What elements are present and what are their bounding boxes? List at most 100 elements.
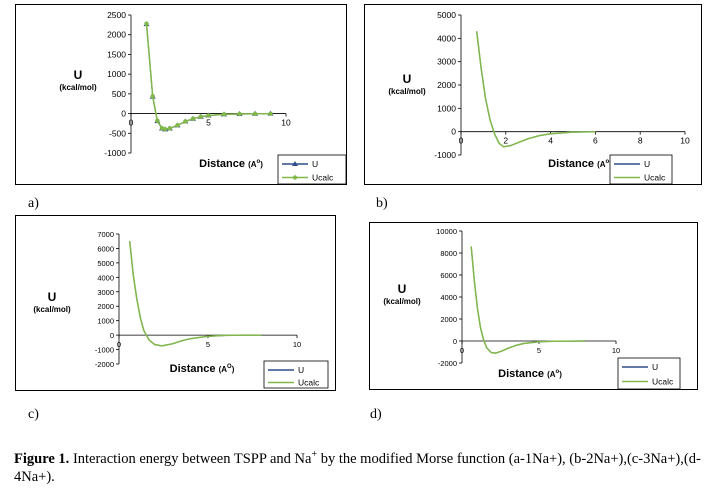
y-tick-label: -1000 bbox=[104, 148, 126, 158]
legend-marker-ucalc bbox=[292, 175, 298, 180]
y-tick-label: -2000 bbox=[438, 359, 457, 368]
y-tick-label: 0 bbox=[453, 337, 457, 346]
y-axis-label: U bbox=[48, 290, 57, 304]
data-point-ucalc bbox=[268, 111, 273, 116]
chart-panel-b: 5000 4000 3000 2000 1000 0 -1000 0 2 4 6 8 10 U (kcal/… bbox=[364, 4, 702, 185]
y-tick-label: 1000 bbox=[107, 69, 126, 79]
y-axis-unit-label: (kcal/mol) bbox=[33, 305, 71, 314]
legend-label-u: U bbox=[298, 365, 304, 375]
y-tick-label: 3000 bbox=[97, 288, 114, 297]
y-tick-label: 1000 bbox=[437, 103, 456, 113]
data-point-ucalc bbox=[221, 112, 227, 117]
y-tick-label: -1000 bbox=[95, 346, 114, 355]
x-tick-label: 10 bbox=[680, 136, 690, 146]
x-tick-label: 0 bbox=[129, 118, 134, 128]
x-tick-label: 0 bbox=[460, 346, 464, 355]
y-axis-unit-label: (kcal/mol) bbox=[383, 297, 421, 306]
y-tick-label: 1500 bbox=[107, 49, 126, 59]
series-line-ucalc bbox=[470, 246, 586, 354]
y-tick-label: 7000 bbox=[97, 230, 114, 239]
legend-label-ucalc: Ucalc bbox=[644, 173, 666, 183]
data-point-ucalc bbox=[190, 116, 196, 121]
legend-label-u: U bbox=[644, 159, 650, 169]
y-tick-label: 500 bbox=[112, 89, 126, 99]
y-axis-label: U bbox=[398, 282, 407, 296]
x-tick-label: 10 bbox=[281, 118, 291, 128]
data-point-ucalc bbox=[162, 126, 168, 132]
caption-tail: by the modified Morse function (a-1Na+),… bbox=[14, 450, 701, 485]
data-point-ucalc bbox=[237, 111, 242, 117]
y-tick-label: 10000 bbox=[436, 227, 457, 236]
sub-label-b: b) bbox=[376, 196, 388, 211]
x-tick-label: 2 bbox=[503, 136, 508, 146]
y-axis-unit-label: (kcal/mol) bbox=[59, 83, 97, 92]
y-tick-label: 1000 bbox=[97, 317, 114, 326]
y-tick-label: 4000 bbox=[97, 273, 114, 282]
y-tick-label: 5000 bbox=[97, 259, 114, 268]
y-tick-label: 5000 bbox=[437, 10, 456, 20]
figure-caption: Figure 1. Interaction energy between TSP… bbox=[14, 446, 704, 486]
sub-label-a: a) bbox=[28, 196, 39, 211]
x-tick-label: 10 bbox=[612, 346, 620, 355]
y-tick-label: 6000 bbox=[97, 244, 114, 253]
data-point-ucalc bbox=[175, 123, 180, 128]
y-tick-label: 0 bbox=[110, 331, 114, 340]
data-point-ucalc bbox=[252, 111, 258, 116]
y-tick-label: 2000 bbox=[97, 302, 114, 311]
y-tick-label: 8000 bbox=[440, 249, 457, 258]
legend-label-u: U bbox=[312, 159, 318, 169]
data-point-ucalc bbox=[144, 21, 149, 26]
x-tick-label: 10 bbox=[293, 340, 301, 349]
chart-panel-d: 10000 8000 6000 4000 2000 0 -2000 0 5 10 U (kcal/mo… bbox=[369, 222, 698, 390]
chart-panel-a: 2500 2000 1500 1000 500 0 -500 -1000 0 5 10 U (kcal/… bbox=[15, 4, 347, 185]
x-tick-label: 4 bbox=[548, 136, 553, 146]
y-axis-label: U bbox=[74, 68, 83, 82]
y-axis-unit-label: (kcal/mol) bbox=[388, 87, 426, 96]
x-tick-label: 8 bbox=[638, 136, 643, 146]
x-tick-label: 0 bbox=[459, 136, 464, 146]
y-tick-label: 3000 bbox=[437, 57, 456, 67]
y-tick-label: -2000 bbox=[95, 360, 114, 369]
series-line-u bbox=[129, 241, 262, 347]
legend-box bbox=[609, 154, 673, 185]
data-point-ucalc bbox=[198, 114, 203, 119]
legend-box bbox=[277, 154, 347, 185]
caption-text: Interaction energy between TSPP and Na bbox=[69, 450, 312, 467]
data-point-ucalc bbox=[167, 126, 172, 131]
y-tick-label: 0 bbox=[451, 127, 456, 137]
legend-label-ucalc: Ucalc bbox=[298, 378, 320, 388]
caption-lead: Figure 1. bbox=[14, 450, 70, 467]
x-axis-label: Distance (Ao) bbox=[199, 158, 263, 170]
legend-label-ucalc: Ucalc bbox=[652, 377, 674, 387]
series-line-ucalc bbox=[475, 31, 596, 148]
x-tick-label: 5 bbox=[537, 346, 541, 355]
x-axis-label: Distance (AO) bbox=[170, 363, 235, 375]
y-tick-label: 4000 bbox=[440, 293, 457, 302]
chart-panel-c: 7000 6000 5000 4000 3000 2000 1000 0 -1000 -2000 0… bbox=[15, 215, 336, 391]
y-tick-label: 2000 bbox=[440, 315, 457, 324]
y-tick-label: 2000 bbox=[437, 80, 456, 90]
legend-box bbox=[617, 357, 681, 390]
y-tick-label: -500 bbox=[109, 128, 126, 138]
x-tick-label: 5 bbox=[206, 340, 210, 349]
x-tick-label: 5 bbox=[206, 118, 211, 128]
x-axis-label: Distance (Ao) bbox=[498, 368, 562, 380]
y-tick-label: 2500 bbox=[107, 10, 126, 20]
x-tick-label: 0 bbox=[117, 340, 121, 349]
legend-box bbox=[263, 360, 329, 389]
series-line-u bbox=[476, 31, 596, 148]
y-tick-label: 6000 bbox=[440, 271, 457, 280]
chart-c-svg: 70006000500040003000200010000-1000-20000… bbox=[33, 230, 329, 389]
sub-label-d: d) bbox=[370, 407, 382, 422]
y-tick-label: -1000 bbox=[434, 150, 456, 160]
legend-label-u: U bbox=[652, 362, 658, 372]
legend-label-ucalc: Ucalc bbox=[312, 173, 334, 183]
data-point-ucalc bbox=[150, 94, 155, 99]
x-tick-label: 6 bbox=[593, 136, 598, 146]
series-line-ucalc bbox=[128, 241, 262, 347]
x-axis-label: Distance (Ao) bbox=[548, 158, 612, 170]
series-line-u bbox=[470, 246, 586, 354]
data-point-ucalc bbox=[155, 118, 160, 123]
